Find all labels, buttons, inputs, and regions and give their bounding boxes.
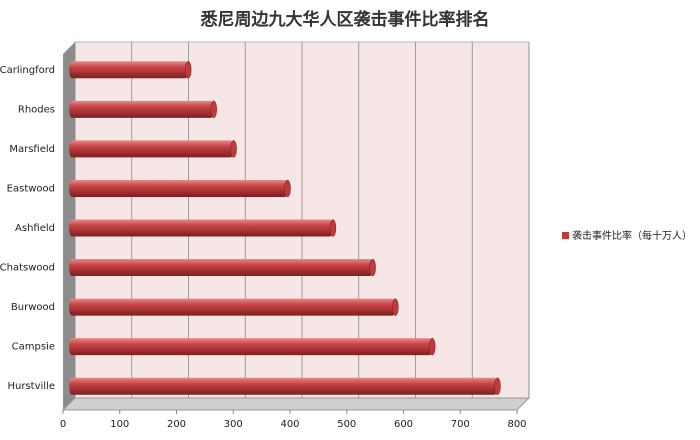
x-tick-label: 800 [507,419,526,430]
y-tick-label: Rhodes [18,104,55,115]
y-tick-label: Campsie [12,342,55,353]
legend-label: 袭击事件比率（每十万人） [572,229,692,242]
x-tick-label: 100 [110,419,129,430]
bar-cap [284,179,291,198]
bar [69,140,234,158]
x-tick-label: 600 [394,419,413,430]
bar-cap [392,298,399,316]
x-tick-label: 700 [451,419,470,430]
y-tick-label: Hurstville [7,381,55,392]
bar [69,219,333,237]
x-tick-label: 400 [280,419,299,430]
bar [69,298,396,316]
x-tick-label: 0 [60,419,66,430]
bar-cap [230,140,237,158]
bar-cap [184,61,192,79]
bar-cap [369,258,376,277]
bar [69,377,498,395]
bar-cap [210,100,217,119]
y-tick-label: Burwood [11,302,55,313]
bar [69,179,288,197]
y-tick-label: Marsfield [9,144,55,155]
bar [69,338,433,356]
x-tick-label: 300 [224,419,243,430]
x-tick-label: 500 [337,419,356,430]
bar [69,259,373,277]
legend-swatch [562,232,569,239]
chart-title: 悉尼周边九大华人区袭击事件比率排名 [200,9,490,30]
bar-cap [329,219,337,237]
bar-cap [428,337,436,356]
bar-cap [494,377,501,395]
y-tick-label: Eastwood [7,183,55,194]
bar [69,100,214,118]
y-tick-label: Carlingford [0,65,55,76]
y-tick-label: Chatswood [0,263,55,274]
side-wall [63,42,75,410]
x-tick-label: 200 [167,419,186,430]
floor [61,397,531,411]
bar [69,61,189,79]
y-tick-label: Ashfield [15,223,55,234]
